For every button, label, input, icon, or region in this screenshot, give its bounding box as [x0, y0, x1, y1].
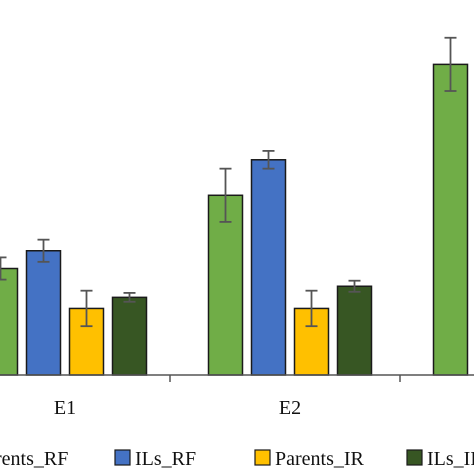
- error-bars-layer: [0, 36, 457, 328]
- bar-ils-ir-e1: [111, 296, 148, 376]
- bar-ils-ir-e2: [336, 285, 373, 376]
- legend-item-ils-ir: ILs_IR: [406, 448, 474, 470]
- category-label-e2: E2: [279, 397, 301, 419]
- legend-label-ils-ir: ILs_IR: [427, 448, 474, 470]
- error-bar-ils-ir-e1: [123, 292, 136, 303]
- legend-label-ils-rf: ILs_RF: [135, 448, 196, 470]
- bar-parents-rf-e3: [432, 63, 469, 376]
- bar-parents-rf-e2: [207, 194, 244, 376]
- error-bar-ils-rf-e2: [262, 150, 275, 170]
- legend-item-ils-rf: ILs_RF: [114, 448, 196, 470]
- category-labels: E1 E2: [54, 397, 301, 419]
- error-bar-parents-rf-e3: [444, 36, 457, 92]
- legend-label-parents-rf: Parents_RF: [0, 448, 68, 470]
- error-bar-parents-rf-e2: [219, 167, 232, 223]
- error-bar-ils-ir-e2: [348, 279, 361, 293]
- error-bar-parents-ir-e1: [80, 289, 93, 328]
- category-label-e1: E1: [54, 397, 76, 419]
- legend-label-parents-ir: Parents_IR: [275, 448, 365, 470]
- legend: Parents_RF ILs_RF Parents_IR ILs_IR: [0, 448, 474, 470]
- error-bar-parents-ir-e2: [305, 289, 318, 328]
- legend-swatch-ils-ir: [406, 449, 423, 466]
- legend-swatch-ils-rf: [114, 449, 131, 466]
- error-bar-parents-rf-e1: [0, 256, 7, 281]
- bars-layer: [0, 63, 469, 376]
- bar-parents-rf-e1: [0, 267, 19, 376]
- bar-ils-rf-e2: [250, 159, 287, 376]
- legend-item-parents-rf: Parents_RF: [0, 448, 68, 470]
- legend-item-parents-ir: Parents_IR: [254, 448, 365, 470]
- legend-swatch-parents-ir: [254, 449, 271, 466]
- bar-ils-rf-e1: [25, 250, 62, 376]
- x-axis-ticks: [169, 375, 401, 382]
- error-bar-ils-rf-e1: [37, 238, 50, 263]
